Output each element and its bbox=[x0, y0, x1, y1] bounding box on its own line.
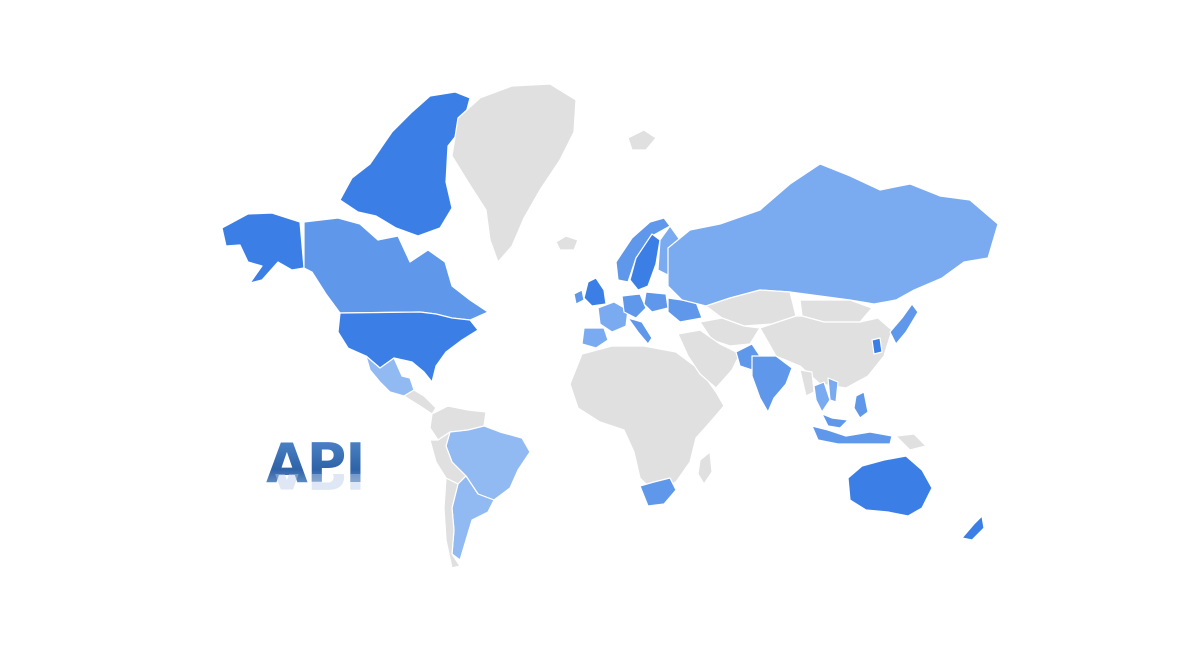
region bbox=[811, 425, 893, 445]
region bbox=[555, 235, 579, 251]
region bbox=[799, 369, 815, 397]
region bbox=[221, 212, 305, 284]
region bbox=[961, 515, 985, 541]
region bbox=[853, 391, 869, 419]
region bbox=[697, 451, 713, 485]
region bbox=[451, 83, 577, 263]
api-label-group: API API bbox=[266, 436, 376, 516]
region bbox=[847, 455, 933, 517]
region bbox=[303, 217, 489, 321]
region bbox=[813, 381, 831, 413]
region bbox=[403, 389, 437, 415]
region bbox=[667, 163, 999, 307]
region bbox=[443, 477, 461, 569]
region bbox=[759, 315, 893, 389]
region bbox=[821, 413, 849, 429]
region bbox=[677, 329, 741, 389]
region bbox=[827, 377, 839, 403]
region bbox=[339, 91, 471, 237]
region bbox=[581, 327, 609, 349]
region bbox=[337, 311, 479, 383]
region bbox=[621, 293, 647, 319]
region bbox=[429, 431, 467, 485]
region bbox=[871, 337, 883, 355]
region bbox=[895, 433, 927, 451]
region bbox=[597, 301, 629, 333]
region bbox=[889, 303, 919, 345]
region bbox=[573, 289, 585, 305]
region bbox=[627, 129, 657, 151]
region bbox=[629, 233, 661, 291]
region bbox=[583, 277, 607, 307]
region bbox=[639, 477, 677, 507]
region bbox=[751, 355, 793, 413]
api-label-reflection: API bbox=[266, 474, 376, 496]
region bbox=[643, 291, 669, 313]
region bbox=[627, 317, 653, 345]
api-label: API bbox=[266, 436, 376, 492]
region bbox=[615, 217, 671, 283]
region bbox=[569, 345, 725, 493]
region bbox=[365, 355, 415, 397]
